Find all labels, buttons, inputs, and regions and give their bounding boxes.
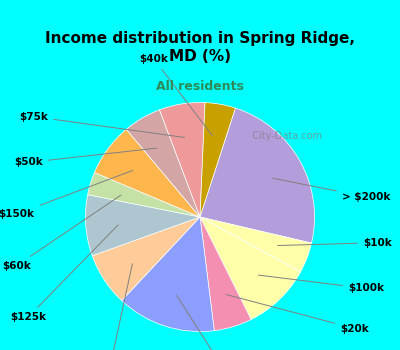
Wedge shape bbox=[94, 130, 200, 217]
Text: $50k: $50k bbox=[14, 148, 157, 167]
Wedge shape bbox=[122, 217, 214, 331]
Wedge shape bbox=[126, 110, 200, 217]
Wedge shape bbox=[92, 217, 200, 301]
Text: $20k: $20k bbox=[226, 294, 369, 334]
Wedge shape bbox=[200, 217, 312, 272]
Text: $200k: $200k bbox=[177, 296, 252, 350]
Text: $125k: $125k bbox=[10, 225, 118, 322]
Text: $75k: $75k bbox=[20, 112, 184, 138]
Text: Income distribution in Spring Ridge,
MD (%): Income distribution in Spring Ridge, MD … bbox=[45, 32, 355, 64]
Wedge shape bbox=[200, 108, 314, 243]
Wedge shape bbox=[88, 173, 200, 217]
Text: $100k: $100k bbox=[258, 275, 384, 293]
Text: $40k: $40k bbox=[140, 54, 212, 136]
Text: $10k: $10k bbox=[278, 238, 392, 248]
Text: $30k: $30k bbox=[94, 264, 132, 350]
Text: City-Data.com: City-Data.com bbox=[246, 131, 322, 141]
Wedge shape bbox=[200, 217, 251, 331]
Wedge shape bbox=[200, 217, 300, 320]
Wedge shape bbox=[160, 103, 205, 217]
Text: $150k: $150k bbox=[0, 170, 133, 219]
Wedge shape bbox=[200, 103, 235, 217]
Text: > $200k: > $200k bbox=[272, 178, 390, 202]
Wedge shape bbox=[86, 195, 200, 256]
Text: $60k: $60k bbox=[2, 195, 121, 271]
Text: All residents: All residents bbox=[156, 80, 244, 93]
